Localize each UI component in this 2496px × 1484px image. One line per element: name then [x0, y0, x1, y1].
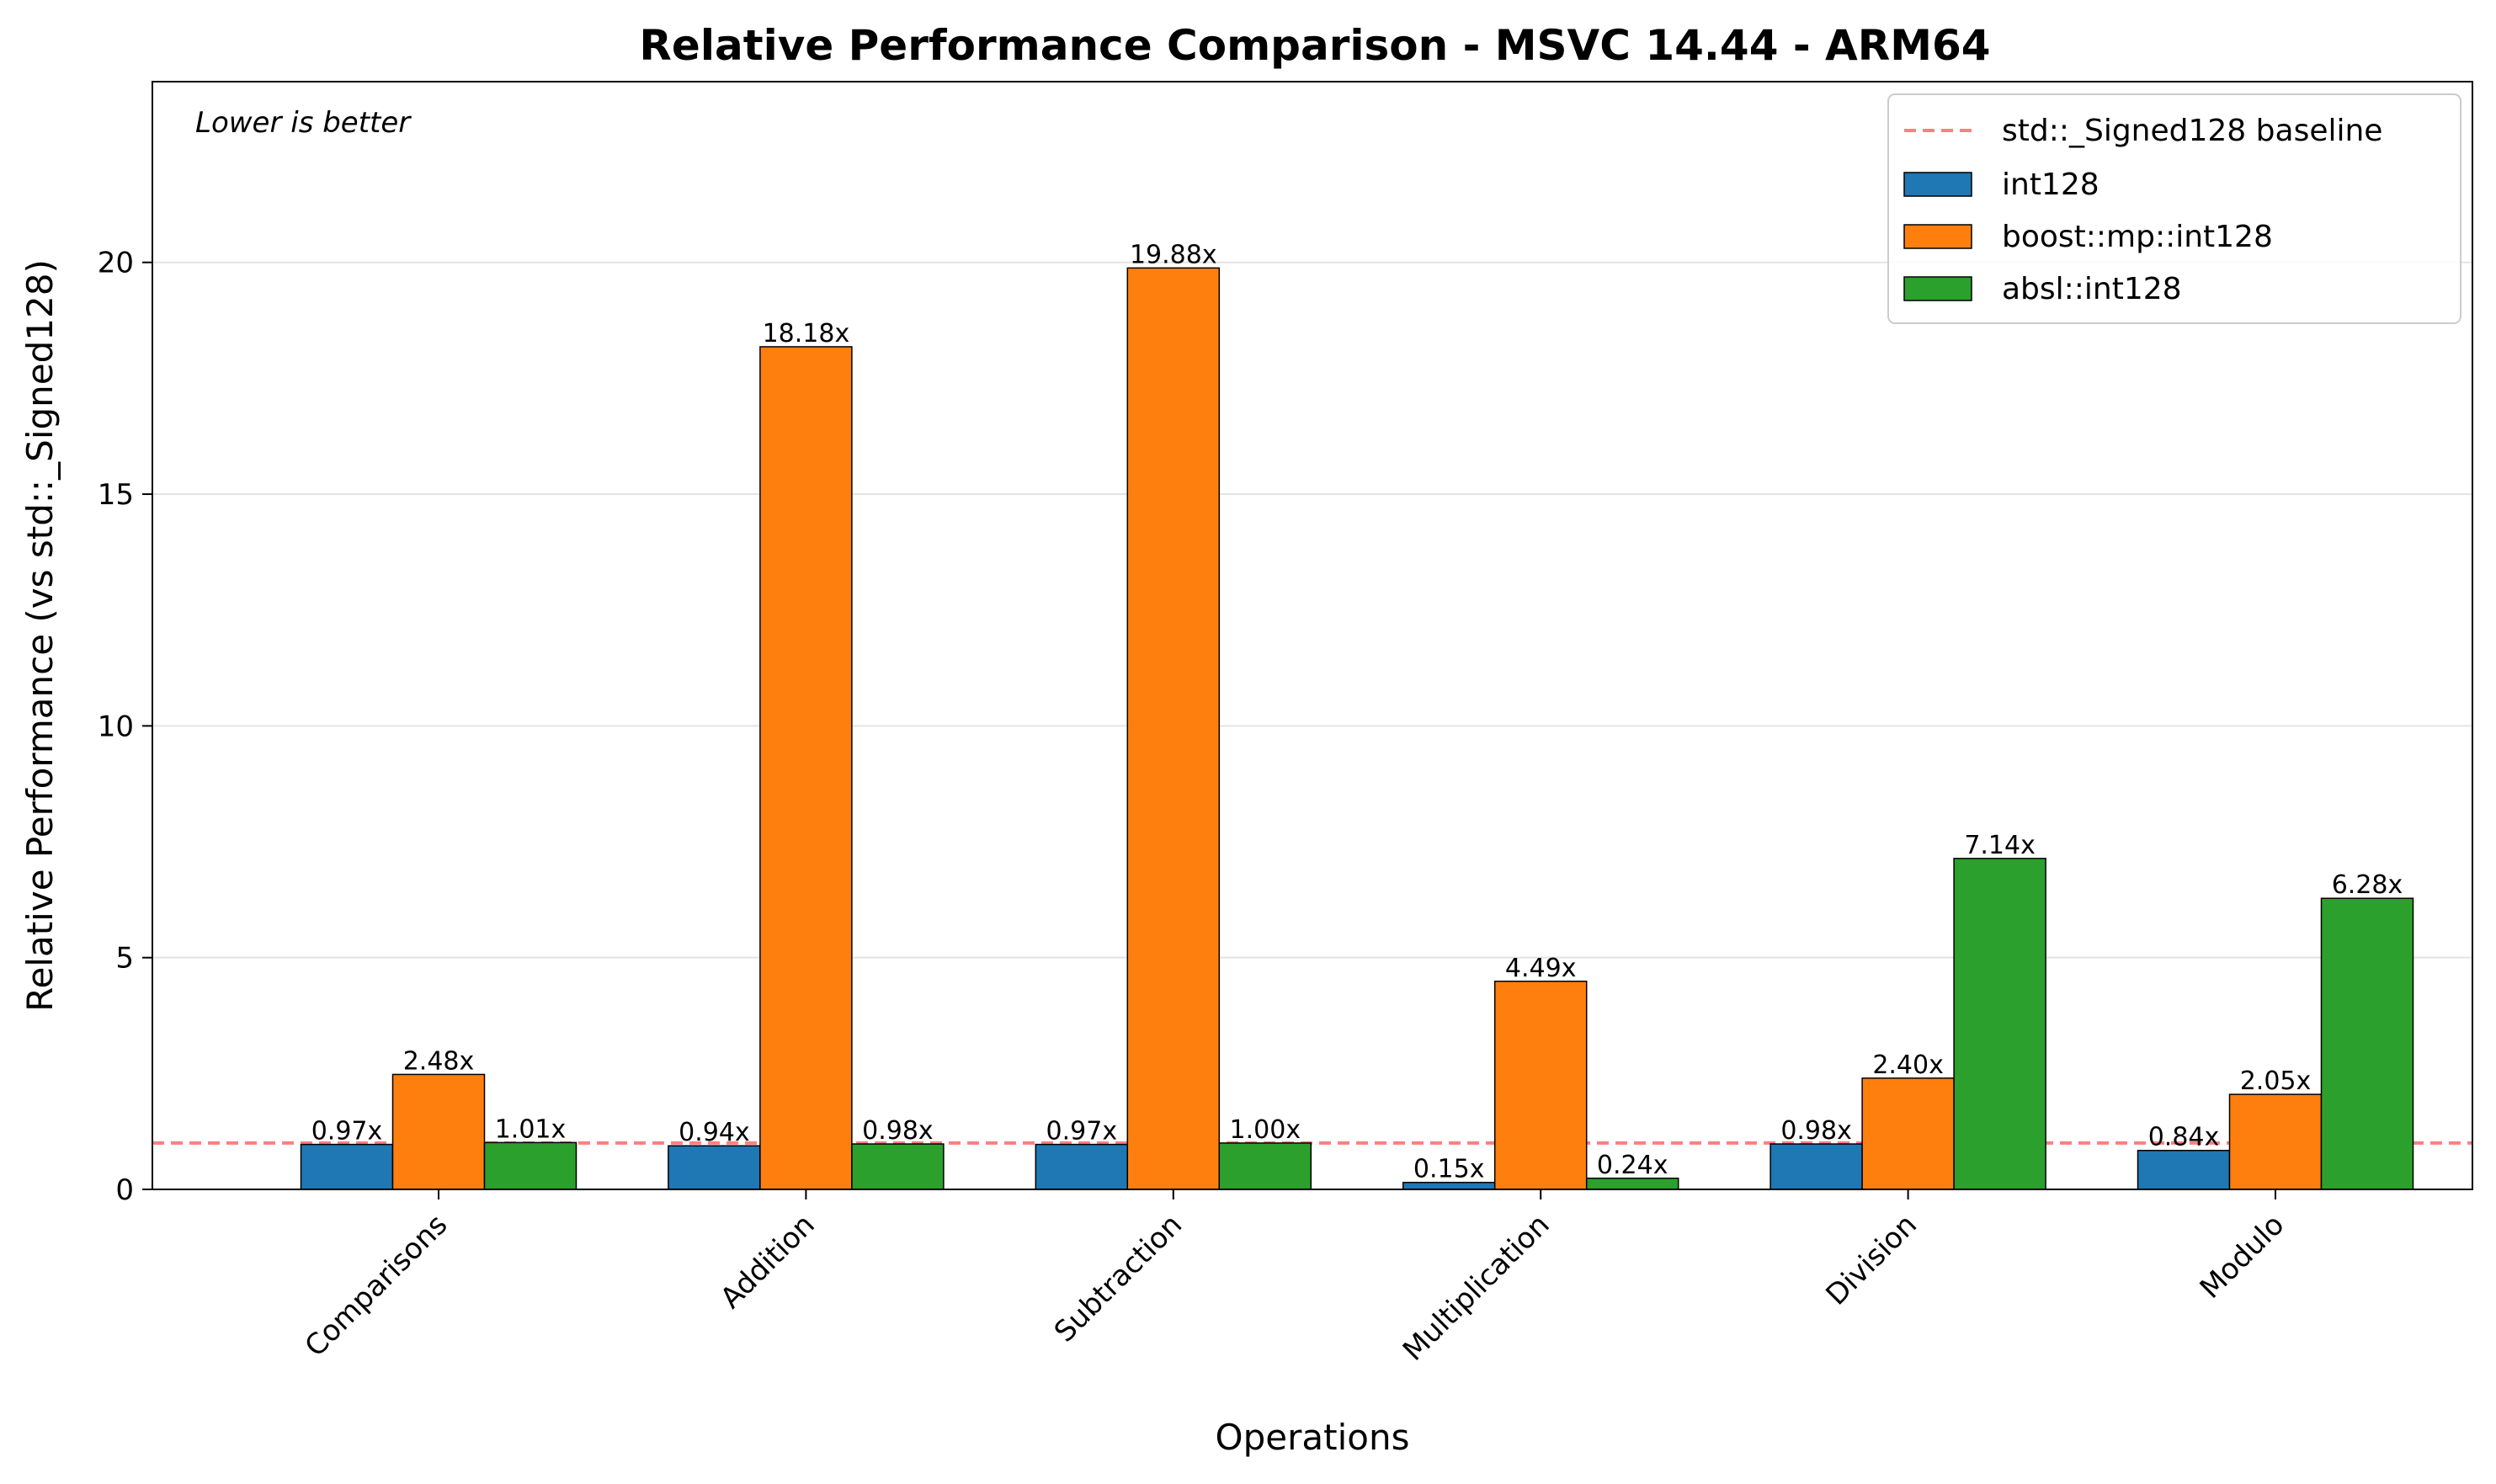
bar-boost-mp-int128-multiplication	[1493, 981, 1588, 1190]
data-label: 1.00x	[1230, 1115, 1301, 1145]
data-label: 2.05x	[2240, 1066, 2312, 1096]
legend-frame	[1887, 93, 2461, 324]
data-label: 0.98x	[1780, 1116, 1852, 1146]
x-axis-label: Operations	[1216, 1417, 1410, 1458]
bar-boost-mp-int128-comparisons	[391, 1073, 486, 1190]
y-tick-label-20: 20	[98, 247, 134, 280]
bar-absl-int128-division	[1953, 858, 2046, 1190]
legend-swatch-absl-int128	[1903, 276, 1972, 301]
bars	[300, 267, 2414, 1190]
data-labels: 0.97x 2.48x 1.01x 0.94x 18.18x 0.98x 0.97x 19.8…	[311, 240, 2403, 1183]
x-axis-ticks: Comparisons Addition Subtraction Multiplica…	[299, 1189, 2291, 1368]
data-label: 19.88x	[1130, 240, 1217, 269]
data-label: 7.14x	[1964, 831, 2036, 860]
data-label: 0.84x	[2148, 1123, 2220, 1152]
legend-swatch-boost-mp-int128	[1903, 224, 1972, 249]
y-tick-label-15: 15	[98, 478, 134, 512]
y-tick-label-5: 5	[115, 942, 134, 976]
data-label: 0.24x	[1597, 1151, 1668, 1180]
legend-label: absl::int128	[2002, 272, 2182, 306]
bar-int128-comparisons	[300, 1143, 394, 1190]
plot-frame	[152, 81, 2473, 1190]
bar-absl-int128-modulo	[2320, 897, 2414, 1190]
data-label: 0.15x	[1413, 1155, 1485, 1184]
bar-int128-addition	[668, 1145, 761, 1190]
legend-label-baseline: std::_Signed128 baseline	[2002, 114, 2382, 148]
bar-boost-mp-int128-division	[1861, 1077, 1955, 1190]
chart-title: Relative Performance Comparison - MSVC 1…	[639, 21, 1990, 70]
bar-boost-mp-int128-addition	[759, 346, 853, 1190]
data-label: 18.18x	[763, 319, 850, 348]
x-tick-label-division: Division	[1819, 1208, 1924, 1312]
y-tick-label-0: 0	[115, 1173, 134, 1207]
bar-absl-int128-subtraction	[1218, 1142, 1312, 1190]
y-axis-ticks: 0 5 10 15 20	[98, 247, 152, 1207]
bar-absl-int128-addition	[851, 1143, 945, 1190]
annotation-lower-is-better: Lower is better	[195, 106, 412, 140]
data-label: 0.97x	[1046, 1117, 1118, 1146]
x-tick-label-comparisons: Comparisons	[299, 1208, 455, 1364]
data-label: 2.48x	[403, 1046, 475, 1076]
data-label: 0.94x	[679, 1118, 750, 1147]
x-tick-label-addition: Addition	[714, 1208, 822, 1316]
y-axis-label: Relative Performance (vs std::_Signed128…	[19, 259, 61, 1012]
y-tick-label-10: 10	[98, 710, 134, 743]
grid-lines	[152, 261, 2472, 959]
legend-swatch-int128	[1903, 172, 1972, 197]
legend: std::_Signed128 baseline int128boost::mp…	[1887, 93, 2461, 324]
data-label: 4.49x	[1505, 954, 1577, 983]
data-label: 1.01x	[495, 1114, 567, 1144]
legend-label: int128	[2002, 168, 2100, 202]
data-label: 6.28x	[2332, 870, 2403, 900]
bar-int128-modulo	[2137, 1149, 2231, 1190]
x-tick-label-modulo: Modulo	[2194, 1208, 2291, 1306]
x-tick-label-subtraction: Subtraction	[1048, 1208, 1189, 1348]
data-label: 0.97x	[311, 1117, 383, 1146]
x-tick-label-multiplication: Multiplication	[1397, 1208, 1557, 1368]
legend-label: boost::mp::int128	[2002, 220, 2273, 254]
bar-boost-mp-int128-modulo	[2228, 1093, 2323, 1190]
bar-int128-division	[1770, 1143, 1863, 1190]
data-label: 2.40x	[1872, 1051, 1944, 1080]
bar-int128-subtraction	[1035, 1143, 1129, 1190]
data-label: 0.98x	[862, 1116, 934, 1146]
bar-boost-mp-int128-subtraction	[1126, 267, 1221, 1190]
bar-absl-int128-comparisons	[483, 1141, 577, 1190]
